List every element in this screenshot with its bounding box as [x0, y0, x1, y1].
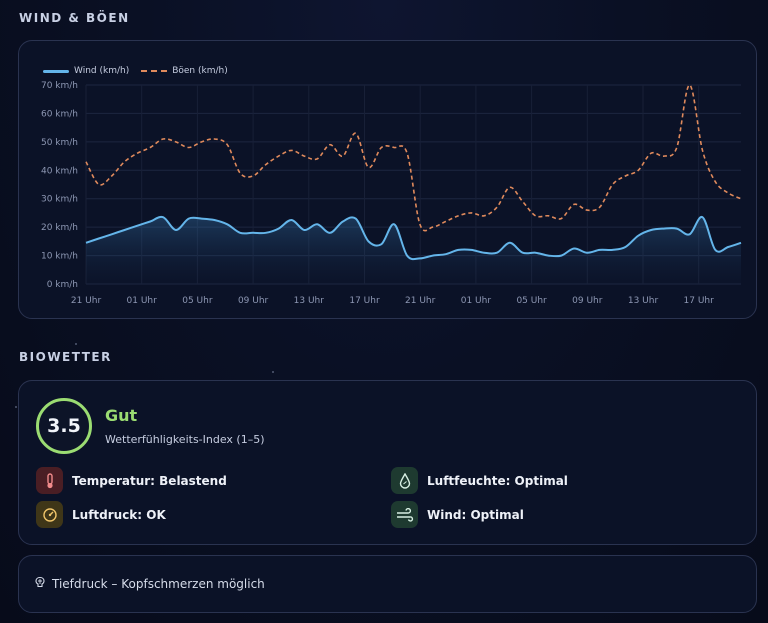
- legend-label-wind: Wind (km/h): [74, 66, 130, 76]
- factor-label: Wind: Optimal: [427, 507, 524, 522]
- biowetter-card: 3.5 Gut Wetterfühligkeits-Index (1–5) Te…: [18, 380, 757, 545]
- factor-wind: Wind: Optimal: [391, 501, 524, 528]
- y-tick-label: 30 km/h: [41, 195, 78, 205]
- tip-text: Tiefdruck – Kopfschmerzen möglich: [52, 576, 265, 591]
- score-value: 3.5: [47, 415, 81, 437]
- droplet-icon: [391, 467, 418, 494]
- factor-pressure: Luftdruck: OK: [36, 501, 166, 528]
- tip-row: Tiefdruck – Kopfschmerzen möglich: [34, 576, 265, 591]
- tip-card: Tiefdruck – Kopfschmerzen möglich: [18, 555, 757, 613]
- x-tick-label: 17 Uhr: [349, 296, 380, 306]
- factor-label: Temperatur: Belastend: [72, 473, 227, 488]
- x-tick-label: 09 Uhr: [238, 296, 269, 306]
- brain-icon: [34, 576, 46, 591]
- x-tick-label: 17 Uhr: [684, 296, 715, 306]
- x-tick-label: 01 Uhr: [127, 296, 158, 306]
- score-badge: 3.5: [36, 398, 92, 454]
- y-tick-label: 10 km/h: [41, 252, 78, 262]
- wind-section-title: WIND & BÖEN: [19, 11, 130, 25]
- star-decoration: [75, 343, 77, 345]
- x-tick-label: 01 Uhr: [461, 296, 492, 306]
- score-rating: Gut: [105, 406, 138, 425]
- x-tick-label: 13 Uhr: [294, 296, 325, 306]
- legend-label-gusts: Böen (km/h): [172, 66, 228, 76]
- factor-label: Luftfeuchte: Optimal: [427, 473, 568, 488]
- y-tick-label: 20 km/h: [41, 223, 78, 233]
- factor-temperature: Temperatur: Belastend: [36, 467, 227, 494]
- x-tick-label: 13 Uhr: [628, 296, 659, 306]
- legend-swatch-gusts: [141, 70, 168, 72]
- wind-chart-card: Wind (km/h) Böen (km/h) 0 km/h 10 km/h 20 …: [18, 40, 757, 319]
- x-tick-label: 09 Uhr: [572, 296, 603, 306]
- gauge-icon: [36, 501, 63, 528]
- y-tick-label: 40 km/h: [41, 166, 78, 176]
- x-tick-label: 05 Uhr: [182, 296, 213, 306]
- y-tick-label: 70 km/h: [41, 81, 78, 91]
- y-tick-label: 0 km/h: [47, 280, 78, 290]
- wind-series-line: [85, 215, 742, 261]
- bio-section-title: BIOWETTER: [19, 350, 112, 364]
- x-tick-label: 21 Uhr: [405, 296, 436, 306]
- star-decoration: [15, 406, 17, 408]
- factor-label: Luftdruck: OK: [72, 507, 166, 522]
- y-tick-label: 50 km/h: [41, 138, 78, 148]
- wind-icon: [391, 501, 418, 528]
- legend-swatch-wind: [43, 69, 69, 73]
- factor-humidity: Luftfeuchte: Optimal: [391, 467, 568, 494]
- x-tick-label: 05 Uhr: [516, 296, 547, 306]
- x-tick-label: 21 Uhr: [71, 296, 102, 306]
- star-decoration: [272, 371, 274, 373]
- chart-legend: Wind (km/h) Böen (km/h): [43, 66, 234, 76]
- legend-item-gusts[interactable]: Böen (km/h): [141, 66, 228, 76]
- wind-chart: 0 km/h 10 km/h 20 km/h 30 km/h 40 km/h 50 km/…: [41, 81, 742, 306]
- gust-series-line: [85, 84, 742, 232]
- legend-item-wind[interactable]: Wind (km/h): [43, 66, 129, 76]
- y-tick-label: 60 km/h: [41, 109, 78, 119]
- score-subtitle: Wetterfühligkeits-Index (1–5): [105, 433, 265, 446]
- thermometer-icon: [36, 467, 63, 494]
